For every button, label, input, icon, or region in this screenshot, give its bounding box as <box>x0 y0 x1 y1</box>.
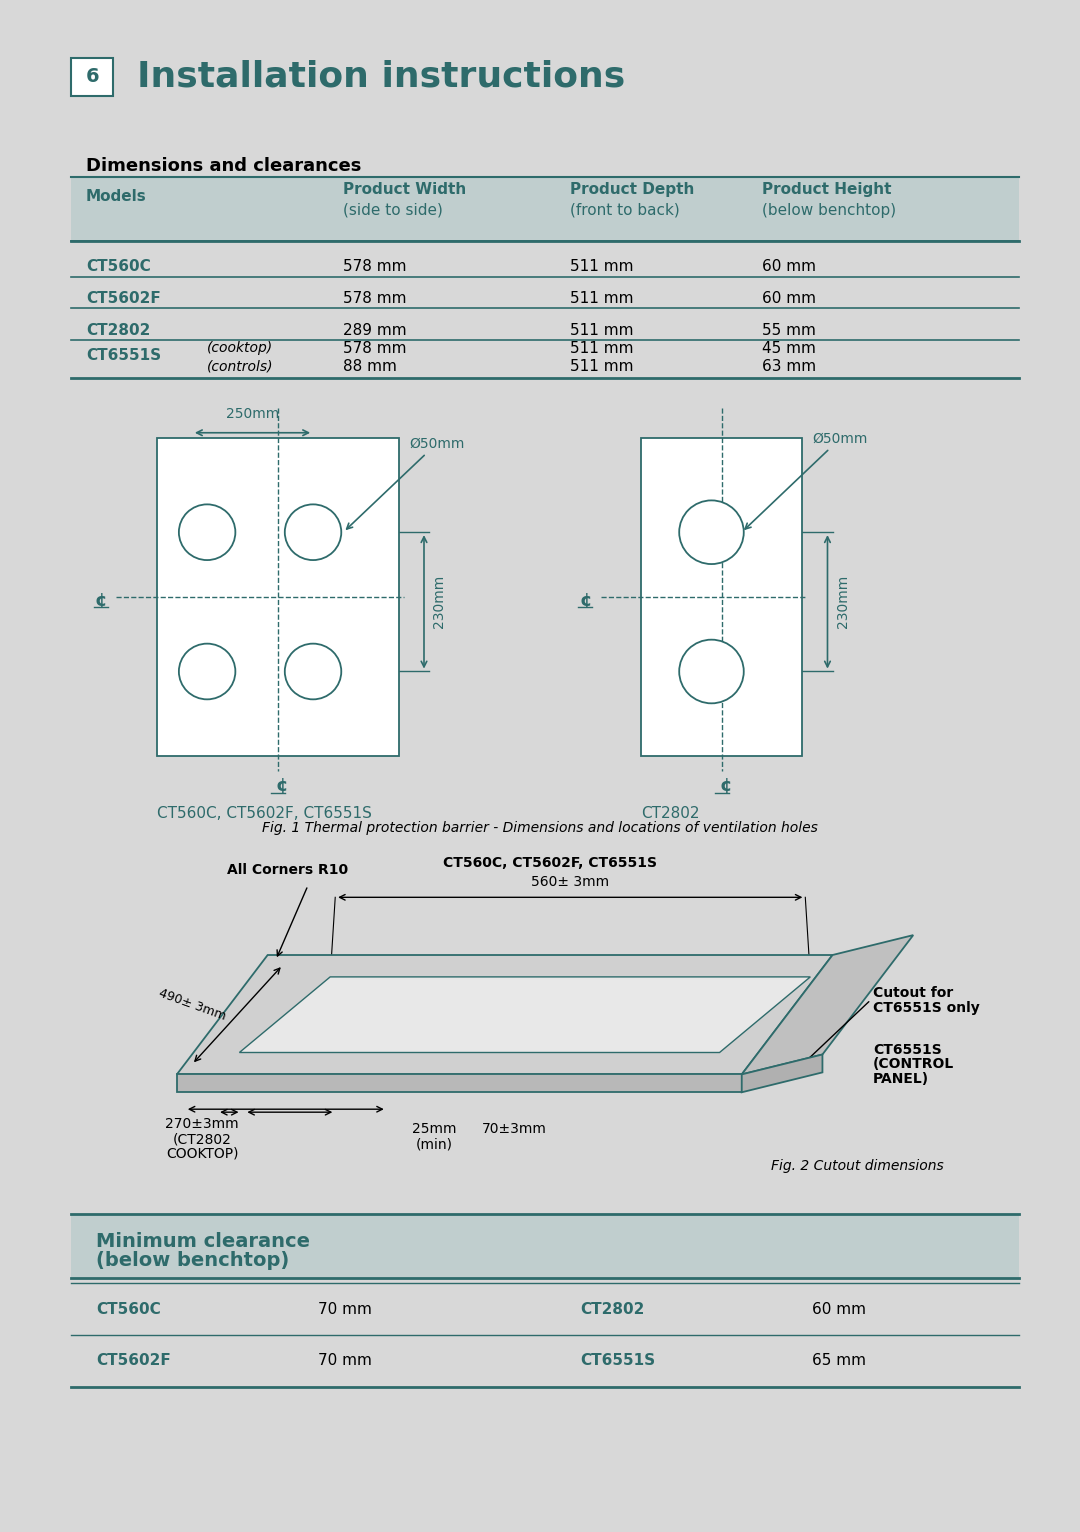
Bar <box>71 58 113 95</box>
Bar <box>640 438 802 757</box>
Circle shape <box>179 643 235 699</box>
Text: Fig. 2 Cutout dimensions: Fig. 2 Cutout dimensions <box>771 1158 944 1174</box>
Text: (CONTROL: (CONTROL <box>873 1057 954 1071</box>
Text: 511 mm: 511 mm <box>570 340 634 355</box>
Text: Product Width: Product Width <box>343 182 467 198</box>
Text: 63 mm: 63 mm <box>761 358 816 374</box>
Text: 511 mm: 511 mm <box>570 291 634 306</box>
Text: 578 mm: 578 mm <box>343 259 407 274</box>
Polygon shape <box>240 977 810 1052</box>
Text: 88 mm: 88 mm <box>343 358 397 374</box>
Text: 60 mm: 60 mm <box>812 1302 866 1316</box>
Text: 560± 3mm: 560± 3mm <box>531 875 609 890</box>
Text: 230mm: 230mm <box>836 574 850 628</box>
Text: CT2802: CT2802 <box>86 323 150 337</box>
Text: 6: 6 <box>85 67 99 86</box>
Text: 289 mm: 289 mm <box>343 323 407 337</box>
Text: (controls): (controls) <box>207 358 273 374</box>
Text: ¢: ¢ <box>719 777 732 795</box>
Text: CT560C, CT5602F, CT6551S: CT560C, CT5602F, CT6551S <box>443 856 657 870</box>
Polygon shape <box>177 954 833 1074</box>
Circle shape <box>679 501 744 564</box>
Text: 70 mm: 70 mm <box>319 1353 372 1368</box>
Text: CT6551S: CT6551S <box>86 348 161 363</box>
Text: 578 mm: 578 mm <box>343 340 407 355</box>
Circle shape <box>679 640 744 703</box>
Bar <box>157 438 399 757</box>
Circle shape <box>179 504 235 561</box>
Text: PANEL): PANEL) <box>873 1072 929 1086</box>
Text: CT6551S only: CT6551S only <box>873 1000 980 1014</box>
Text: 60 mm: 60 mm <box>761 291 815 306</box>
Text: 45 mm: 45 mm <box>761 340 815 355</box>
Text: CT5602F: CT5602F <box>86 291 161 306</box>
Text: ¢: ¢ <box>579 591 592 610</box>
Text: (min): (min) <box>416 1137 453 1151</box>
Text: 578 mm: 578 mm <box>343 291 407 306</box>
Text: Product Depth: Product Depth <box>570 182 694 198</box>
Text: 60 mm: 60 mm <box>761 259 815 274</box>
Polygon shape <box>742 935 914 1074</box>
Text: 511 mm: 511 mm <box>570 259 634 274</box>
Text: 25mm: 25mm <box>411 1121 457 1137</box>
Text: COOKTOP): COOKTOP) <box>166 1147 239 1161</box>
Text: 70±3mm: 70±3mm <box>483 1121 548 1137</box>
Text: 511 mm: 511 mm <box>570 323 634 337</box>
Text: CT560C: CT560C <box>86 259 151 274</box>
Text: (cooktop): (cooktop) <box>207 342 273 355</box>
Text: (front to back): (front to back) <box>570 202 680 218</box>
Text: Product Height: Product Height <box>761 182 891 198</box>
Text: 511 mm: 511 mm <box>570 358 634 374</box>
Text: 270±3mm: 270±3mm <box>165 1117 239 1131</box>
Text: Fig. 1 Thermal protection barrier - Dimensions and locations of ventilation hole: Fig. 1 Thermal protection barrier - Dime… <box>262 821 818 835</box>
Text: 65 mm: 65 mm <box>812 1353 866 1368</box>
Text: 70 mm: 70 mm <box>319 1302 372 1316</box>
Text: Cutout for: Cutout for <box>873 985 954 1000</box>
Text: CT560C: CT560C <box>96 1302 161 1316</box>
Text: Minimum clearance: Minimum clearance <box>96 1232 310 1250</box>
Text: (CT2802: (CT2802 <box>173 1132 231 1146</box>
Polygon shape <box>742 1054 823 1092</box>
Text: ¢: ¢ <box>95 591 107 610</box>
Text: Ø50mm: Ø50mm <box>347 437 464 529</box>
Text: ¢: ¢ <box>275 777 288 795</box>
Circle shape <box>285 504 341 561</box>
Text: 490± 3mm: 490± 3mm <box>157 987 227 1023</box>
Text: Installation instructions: Installation instructions <box>136 60 624 93</box>
Text: (side to side): (side to side) <box>343 202 443 218</box>
Bar <box>71 178 1020 241</box>
Bar <box>71 1213 1020 1278</box>
Text: CT2802: CT2802 <box>580 1302 645 1316</box>
Circle shape <box>285 643 341 699</box>
Text: CT6551S: CT6551S <box>873 1042 942 1057</box>
Text: Models: Models <box>86 188 147 204</box>
Text: (below benchtop): (below benchtop) <box>96 1252 289 1270</box>
Text: CT5602F: CT5602F <box>96 1353 171 1368</box>
Text: CT560C, CT5602F, CT6551S: CT560C, CT5602F, CT6551S <box>157 806 372 821</box>
Text: (below benchtop): (below benchtop) <box>761 202 896 218</box>
Text: CT6551S: CT6551S <box>580 1353 656 1368</box>
Polygon shape <box>177 1074 742 1092</box>
Text: 230mm: 230mm <box>432 574 446 628</box>
Text: CT2802: CT2802 <box>640 806 700 821</box>
Text: Dimensions and clearances: Dimensions and clearances <box>86 158 362 175</box>
Text: 250mm: 250mm <box>226 408 279 421</box>
Text: 55 mm: 55 mm <box>761 323 815 337</box>
Text: Ø50mm: Ø50mm <box>745 432 867 529</box>
Text: All Corners R10: All Corners R10 <box>227 864 349 878</box>
